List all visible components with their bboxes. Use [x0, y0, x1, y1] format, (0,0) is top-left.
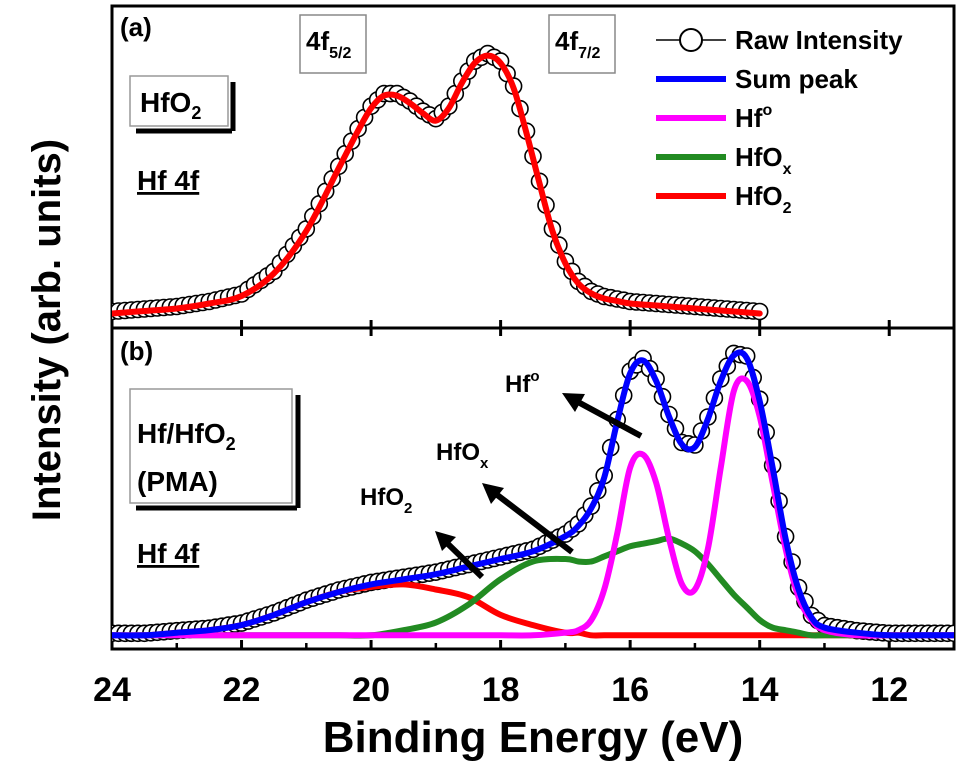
panel-b-curves	[112, 344, 954, 643]
panel-b-sample-line1: Hf/HfO	[137, 418, 226, 449]
annotation-hfo2: HfO2	[360, 484, 412, 517]
peak-label-4f72: 4f7/2	[548, 14, 616, 74]
legend-entry-hf_metal: Hfo	[656, 102, 772, 133]
panel-b-sample-line2: (PMA)	[137, 466, 218, 497]
x-tick-label: 20	[352, 671, 390, 709]
svg-text:Sum peak: Sum peak	[735, 64, 858, 94]
panel-a-label: (a)	[120, 12, 152, 42]
series-line-hfo2	[112, 52, 763, 317]
y-axis-label: Intensity (arb. units)	[25, 139, 69, 521]
svg-text:4f7/2: 4f7/2	[555, 26, 600, 62]
svg-text:HfO2: HfO2	[735, 181, 792, 217]
x-tick-label: 12	[870, 671, 908, 709]
svg-text:Raw Intensity: Raw Intensity	[735, 25, 903, 55]
series-line-sum	[112, 349, 954, 639]
svg-text:HfOx: HfOx	[735, 142, 792, 178]
x-ticks: 24 22 20 18 16 14 12	[93, 320, 956, 709]
panel-b-sample-sub: 2	[226, 434, 236, 454]
legend-entry-raw: Raw Intensity	[656, 25, 903, 55]
annotation-hfox: HfOx	[436, 439, 489, 472]
annotation-arrows	[435, 393, 643, 580]
legend-entry-hfox: HfOx	[656, 142, 792, 178]
x-tick-label: 16	[611, 671, 649, 709]
panel-b-core-level: Hf 4f	[137, 538, 200, 569]
panel-a-sample-sub: 2	[191, 103, 201, 123]
annotation-hf-metal: Hfo	[505, 368, 540, 398]
x-tick-label: 18	[482, 671, 520, 709]
panel-a-core-level: Hf 4f	[137, 165, 200, 196]
panel-a-sample-main: HfO	[140, 87, 191, 118]
legend-entry-sum: Sum peak	[656, 64, 858, 94]
panel-b-label: (b)	[120, 336, 153, 366]
peak-label-4f52: 4f5/2	[299, 14, 367, 74]
svg-text:Hfo: Hfo	[735, 102, 772, 133]
panel-a-sample-box: HfO2	[129, 75, 236, 134]
panel-a-curves	[112, 44, 769, 321]
x-tick-label: 24	[93, 671, 131, 709]
x-tick-label: 22	[223, 671, 261, 709]
svg-text:Hf/HfO2: Hf/HfO2	[137, 418, 236, 454]
legend-entry-hfo2: HfO2	[656, 181, 792, 217]
svg-text:4f5/2: 4f5/2	[306, 26, 351, 62]
panel-b-sample-box: Hf/HfO2 (PMA)	[129, 388, 301, 511]
x-tick-label: 14	[741, 671, 779, 709]
svg-text:HfO2: HfO2	[140, 87, 201, 123]
x-axis-label: Binding Energy (eV)	[323, 713, 743, 762]
